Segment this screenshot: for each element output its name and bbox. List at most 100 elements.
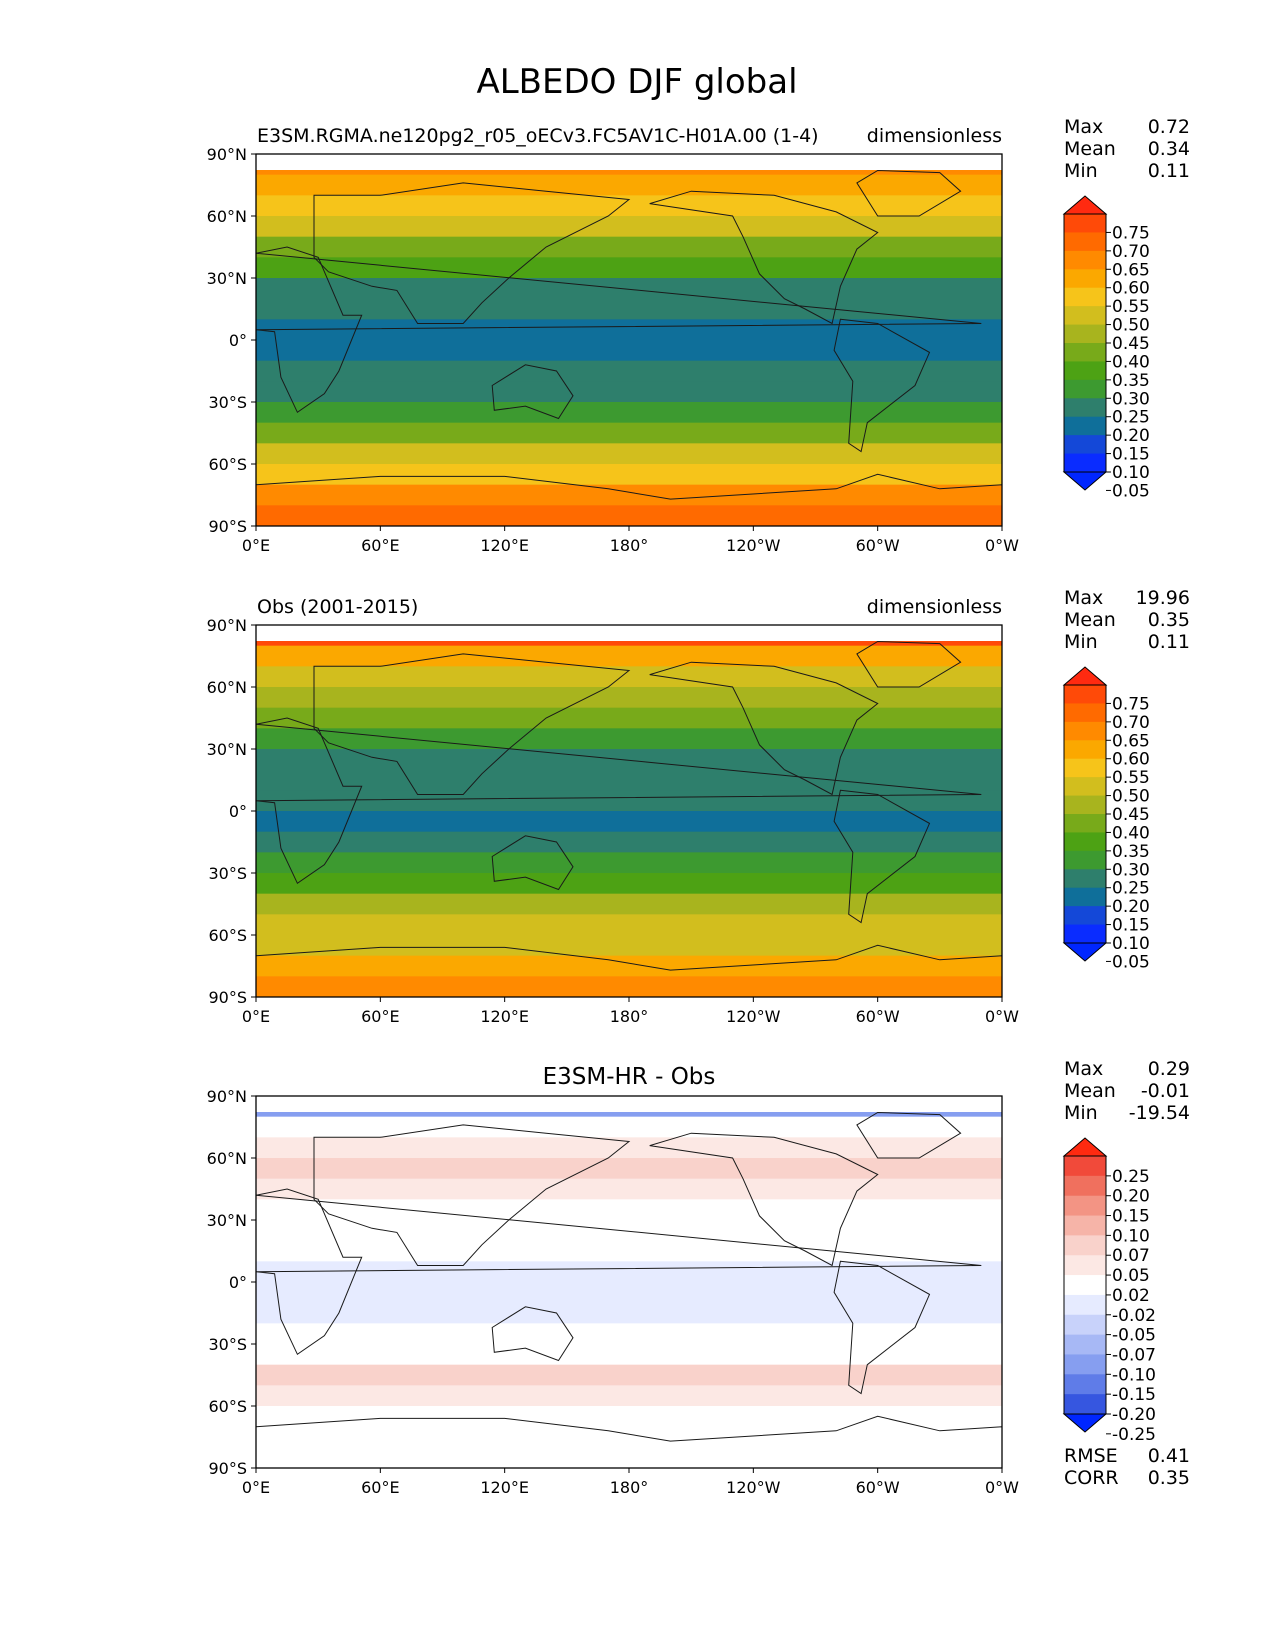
- panel-units: dimensionless: [867, 125, 1002, 147]
- stat-label: Min: [1064, 1102, 1098, 1124]
- colorbar-segment: [1064, 269, 1106, 289]
- colorbar-segment: [1064, 869, 1106, 889]
- stat-value: 19.96: [1136, 587, 1190, 609]
- map-field: [256, 154, 1002, 526]
- lat-band: [256, 935, 1002, 957]
- y-tick-label: 60°N: [207, 1149, 247, 1168]
- coastline: [491, 364, 574, 420]
- panel-title: E3SM-HR - Obs: [543, 1064, 716, 1090]
- colorbar-tick-label: 0.05: [1112, 952, 1150, 972]
- lat-band: [256, 645, 1002, 667]
- coastline: [649, 661, 879, 796]
- colorbar-tick-label: 0.20: [1112, 1187, 1150, 1207]
- colorbar-tick-label: 0.10: [1112, 463, 1150, 483]
- y-tick-label: 0°: [229, 1273, 247, 1292]
- y-tick-label: 60°N: [207, 678, 247, 697]
- coastline: [649, 1132, 879, 1267]
- lat-band: [256, 1323, 1002, 1345]
- y-tick-label: 60°S: [208, 1397, 247, 1416]
- x-tick-label: 180°: [610, 1478, 649, 1497]
- colorbar-segment: [1064, 887, 1106, 907]
- colorbar-segment: [1064, 795, 1106, 815]
- colorbar-segment: [1064, 1314, 1106, 1336]
- lat-band: [256, 873, 1002, 895]
- map-field: [256, 1096, 1002, 1468]
- y-tick-label: 30°S: [208, 1335, 247, 1354]
- x-tick-label: 0°E: [242, 1478, 270, 1497]
- stat-label: Mean: [1064, 609, 1116, 631]
- lat-band: [256, 852, 1002, 874]
- colorbar-tick-label: 0.60: [1112, 279, 1150, 299]
- y-tick-label: 60°S: [208, 455, 247, 474]
- coastline: [256, 246, 982, 414]
- lat-band: [256, 340, 1002, 362]
- panel-title-left: Obs (2001-2015): [257, 596, 418, 618]
- colorbar-tick-label: 0.30: [1112, 389, 1150, 409]
- coastline: [856, 169, 962, 217]
- colorbar-segment: [1064, 721, 1106, 741]
- colorbar-tick-label: -0.20: [1112, 1405, 1156, 1425]
- colorbar-tick-label: 0.55: [1112, 297, 1150, 317]
- lat-band: [256, 360, 1002, 382]
- stat-label: Max: [1064, 587, 1103, 609]
- stat-value: 0.35: [1148, 609, 1190, 631]
- y-tick-label: 90°S: [208, 988, 247, 1007]
- colorbar-tick-label: 0.50: [1112, 787, 1150, 807]
- lat-band: [256, 1426, 1002, 1448]
- colorbar-tick-label: 0.15: [1112, 445, 1150, 465]
- lat-band: [256, 422, 1002, 444]
- stat-value: 0.34: [1148, 138, 1190, 160]
- colorbar-segment: [1064, 1354, 1106, 1375]
- lat-band: [256, 687, 1002, 709]
- coastline: [256, 944, 1002, 997]
- x-tick-label: 60°W: [856, 536, 900, 555]
- stat-label: Max: [1064, 116, 1103, 138]
- colorbar-segment: [1064, 287, 1106, 307]
- lat-band: [256, 1385, 1002, 1407]
- coastline: [256, 1188, 982, 1356]
- colorbar-tick-label: -0.15: [1112, 1385, 1156, 1405]
- map-panel-3: E3SM-HR - Obs90°N60°N30°N0°30°S60°S90°S0…: [207, 1058, 1190, 1497]
- colorbar-frame: [1063, 1155, 1107, 1415]
- lat-band: [256, 1364, 1002, 1386]
- y-tick-label: 30°N: [207, 1211, 247, 1230]
- no-data-band: [256, 625, 1002, 641]
- lat-band: [256, 1199, 1002, 1221]
- colorbar-tick-label: 0.25: [1112, 408, 1150, 428]
- lat-band: [256, 1406, 1002, 1428]
- x-tick-label: 60°E: [361, 1007, 399, 1026]
- lat-band: [256, 769, 1002, 791]
- lat-band: [256, 811, 1002, 833]
- stat-label: RMSE: [1064, 1445, 1118, 1467]
- coastline: [649, 190, 879, 325]
- colorbar-tick-label: 0.60: [1112, 750, 1150, 770]
- lat-band: [256, 1302, 1002, 1324]
- colorbar-tick-label: 0.20: [1112, 897, 1150, 917]
- colorbar-tick-label: 0.75: [1112, 223, 1150, 243]
- colorbar-segment: [1064, 1275, 1106, 1296]
- coastline: [256, 717, 982, 885]
- stat-value: 0.35: [1148, 1467, 1190, 1489]
- no-data-band: [256, 1096, 1002, 1112]
- colorbar-tick-label: -0.25: [1112, 1425, 1156, 1445]
- coastline: [856, 640, 962, 688]
- map-field: [256, 625, 1002, 997]
- lat-band: [256, 1116, 1002, 1138]
- colorbar-segment: [1064, 324, 1106, 344]
- colorbar-segment: [1064, 1374, 1106, 1395]
- lat-band: [256, 955, 1002, 977]
- x-tick-label: 120°W: [726, 1007, 781, 1026]
- y-tick-label: 30°S: [208, 864, 247, 883]
- colorbar-segment: [1064, 1195, 1106, 1217]
- lat-band: [256, 1344, 1002, 1366]
- x-tick-label: 120°E: [480, 1478, 529, 1497]
- coastline: [313, 653, 631, 795]
- y-tick-label: 90°N: [207, 145, 247, 164]
- colorbar-segment: [1064, 685, 1106, 704]
- colorbar-tick-label: 0.50: [1112, 316, 1150, 336]
- colorbar-segment: [1064, 1334, 1106, 1355]
- colorbar-tick-label: 0.02: [1112, 1286, 1150, 1306]
- map-panel-1: E3SM.RGMA.ne120pg2_r05_oECv3.FC5AV1C-H01…: [207, 116, 1190, 555]
- colorbar-segment: [1064, 343, 1106, 362]
